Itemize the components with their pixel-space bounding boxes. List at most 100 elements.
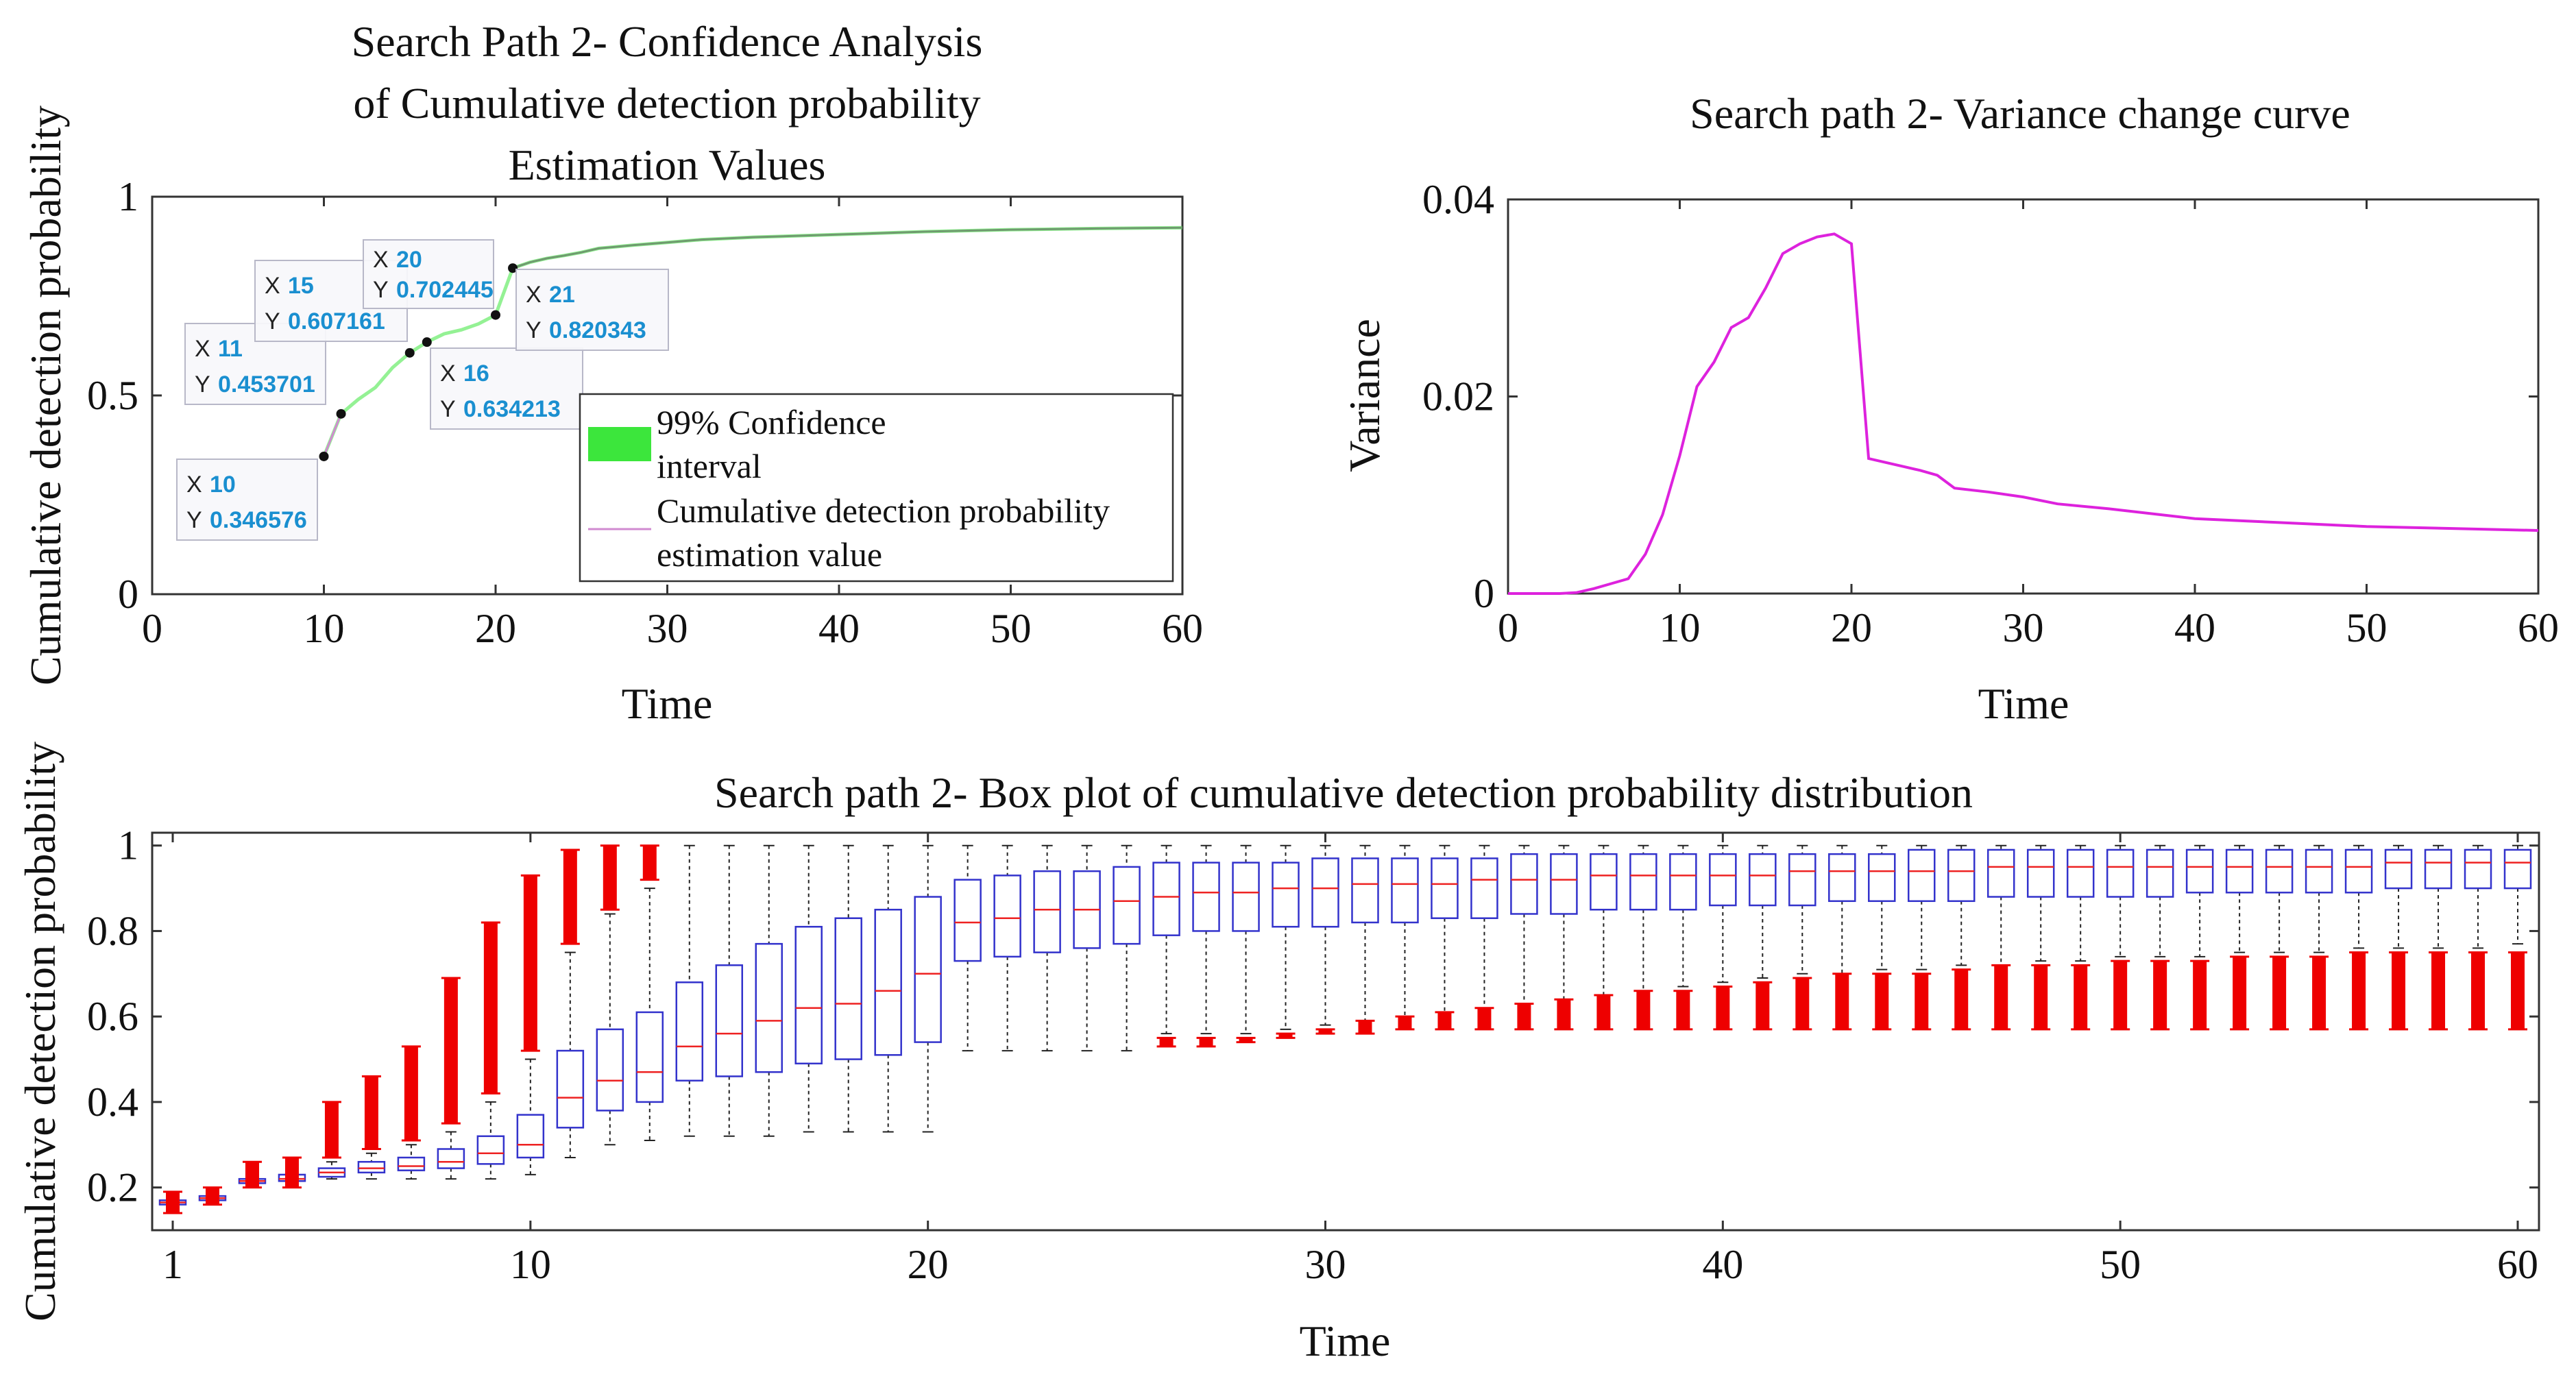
- variance-chart: Search path 2- Variance change curve 0 10…: [1340, 89, 2559, 728]
- box-body: [1550, 853, 1578, 915]
- box-t59: [2464, 844, 2492, 1031]
- box-outliers: [284, 1157, 299, 1188]
- box-outliers: [205, 1187, 219, 1205]
- confidence-xtick-label: 20: [475, 606, 516, 651]
- variance-title: Search path 2- Variance change curve: [1690, 89, 2350, 138]
- box-t53: [2225, 844, 2254, 1031]
- datatip-y-key: Y: [265, 308, 280, 334]
- datatip-box: [363, 239, 494, 309]
- box-outliers: [2471, 952, 2486, 1029]
- box-t13: [635, 844, 664, 1142]
- box-t3: [238, 1160, 267, 1189]
- box-body: [2503, 848, 2532, 890]
- confidence-datatips: X 10 Y 0.346576 X 11 Y 0.453701 X 15 Y 0.607161 X 16 Y…: [176, 239, 669, 541]
- box-body: [1192, 861, 1220, 932]
- box-body: [635, 1011, 664, 1103]
- box-outliers: [1557, 999, 1571, 1029]
- box-outliers: [2392, 952, 2406, 1029]
- datatip-marker: [491, 310, 500, 320]
- box-outliers: [1318, 1029, 1333, 1034]
- datatip-y-value: 0.607161: [288, 308, 385, 334]
- box-ytick-label: 0.6: [87, 994, 138, 1039]
- datatip-marker: [422, 337, 432, 347]
- box-outliers: [364, 1076, 378, 1149]
- box-t12: [596, 844, 624, 1146]
- variance-xtick-label: 40: [2174, 605, 2215, 650]
- box-t38: [1629, 844, 1657, 1031]
- legend-box: [579, 393, 1174, 583]
- box-t50: [2106, 844, 2135, 1031]
- box-outliers: [1596, 994, 1611, 1029]
- box-t27: [1192, 844, 1220, 1048]
- box-ytick-label: 1: [118, 823, 138, 868]
- box-ytick-label: 0.2: [87, 1165, 138, 1210]
- box-outliers: [1398, 1016, 1412, 1029]
- box-t45: [1908, 844, 1936, 1031]
- box-body: [675, 981, 704, 1081]
- box-t35: [1510, 844, 1538, 1031]
- datatip-x-key: X: [265, 273, 280, 299]
- box-outliers: [523, 875, 537, 1051]
- box-body: [357, 1160, 386, 1174]
- box-outliers: [2312, 956, 2326, 1029]
- box-body: [556, 1049, 585, 1129]
- box-body: [755, 942, 783, 1073]
- box-body: [1669, 853, 1697, 911]
- box-body: [1788, 853, 1816, 907]
- box-outliers: [2074, 965, 2088, 1029]
- variance-lines: [1508, 232, 2539, 595]
- variance-xtick-label: 30: [2003, 605, 2044, 650]
- variance-xtick-label: 60: [2518, 605, 2559, 650]
- confidence-ytick-label: 0: [118, 572, 138, 617]
- confidence-xtick-label: 40: [818, 606, 860, 651]
- datatip-y-key: Y: [186, 507, 202, 533]
- datatip-marker: [404, 347, 415, 358]
- confidence-xlabel: Time: [622, 679, 713, 728]
- box-body: [874, 909, 902, 1056]
- box-t21: [953, 844, 982, 1052]
- variance-xlabel: Time: [1978, 679, 2069, 728]
- datatip-marker: [508, 263, 518, 273]
- box-outliers: [563, 849, 577, 944]
- variance-axes-box: [1507, 198, 2540, 595]
- datatip-marker: [319, 451, 329, 461]
- box-t28: [1232, 844, 1260, 1044]
- box-body: [1351, 857, 1379, 924]
- box-body: [834, 917, 862, 1060]
- box-t7: [397, 1045, 426, 1180]
- box-body: [1749, 853, 1777, 907]
- datatip-y-value: 0.634213: [463, 396, 561, 422]
- box-outliers: [483, 922, 498, 1094]
- box-body: [397, 1156, 426, 1171]
- box-body: [2464, 848, 2492, 890]
- box-body: [2146, 848, 2174, 898]
- box-t42: [1788, 844, 1816, 1031]
- box-t57: [2384, 844, 2413, 1031]
- box-body: [914, 896, 942, 1043]
- box-xtick-label: 60: [2497, 1242, 2538, 1287]
- variance-ytick-label: 0: [1474, 571, 1494, 616]
- box-t16: [755, 844, 783, 1137]
- confidence-ytick-label: 0.5: [87, 373, 138, 418]
- box-outliers: [2431, 952, 2446, 1029]
- box-outliers: [2272, 956, 2287, 1029]
- confidence-xtick-label: 50: [991, 606, 1032, 651]
- box-t30: [1311, 844, 1339, 1035]
- box-body: [1828, 853, 1856, 903]
- box-outliers: [1159, 1038, 1174, 1047]
- box-body: [1629, 853, 1657, 911]
- box-body: [2225, 848, 2254, 894]
- box-body: [1272, 861, 1300, 928]
- box-t54: [2265, 844, 2294, 1031]
- box-body: [2066, 848, 2095, 898]
- box-outliers: [404, 1046, 418, 1141]
- box-body: [1986, 848, 2015, 898]
- box-xtick-label: 1: [162, 1242, 183, 1287]
- box-body: [715, 964, 744, 1077]
- box-body: [1510, 853, 1538, 915]
- box-body: [596, 1028, 624, 1112]
- box-t22: [993, 844, 1021, 1052]
- box-t37: [1590, 844, 1618, 1031]
- box-body: [1868, 853, 1896, 903]
- legend-band-swatch: [588, 427, 651, 461]
